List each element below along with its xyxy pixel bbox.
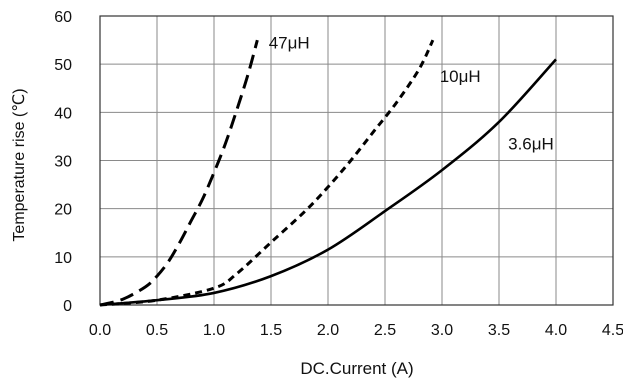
series-line-10H — [99, 39, 435, 307]
x-tick-label: 3.0 — [431, 322, 453, 339]
series-line-47H — [99, 39, 259, 307]
y-tick-label: 10 — [54, 250, 72, 267]
x-tick-label: 1.0 — [203, 322, 225, 339]
plot-frame — [99, 15, 614, 306]
x-tick-label: 0.0 — [89, 322, 111, 339]
x-tick-label: 1.5 — [260, 322, 282, 339]
y-tick-label: 0 — [63, 298, 72, 315]
series-annotations: 47μH 10μH 3.6μH — [269, 33, 554, 153]
series-group — [99, 39, 557, 307]
grid — [99, 15, 614, 306]
series-annotation-label: 47μH — [269, 33, 310, 52]
series-line-3-6H — [99, 58, 557, 307]
y-tick-label: 20 — [54, 202, 72, 219]
series-annotation-label: 3.6μH — [508, 135, 554, 154]
x-axis-label: DC.Current (A) — [300, 359, 413, 378]
series-annotation-label: 10μH — [440, 67, 481, 86]
y-tick-labels: 0 10 20 30 40 50 60 — [54, 9, 72, 315]
y-axis-label: Temperature rise (℃) — [11, 88, 28, 241]
x-tick-label: 4.0 — [545, 322, 567, 339]
x-tick-label: 2.5 — [374, 322, 396, 339]
x-tick-label: 3.5 — [488, 322, 510, 339]
x-tick-labels: 0.0 0.5 1.0 1.5 2.0 2.5 3.0 3.5 4.0 4.5 — [89, 322, 623, 339]
y-tick-label: 40 — [54, 105, 72, 122]
y-tick-label: 50 — [54, 57, 72, 74]
x-tick-label: 4.5 — [602, 322, 623, 339]
y-tick-label: 30 — [54, 154, 72, 171]
x-tick-label: 0.5 — [146, 322, 168, 339]
x-tick-label: 2.0 — [317, 322, 339, 339]
y-tick-label: 60 — [54, 9, 72, 26]
